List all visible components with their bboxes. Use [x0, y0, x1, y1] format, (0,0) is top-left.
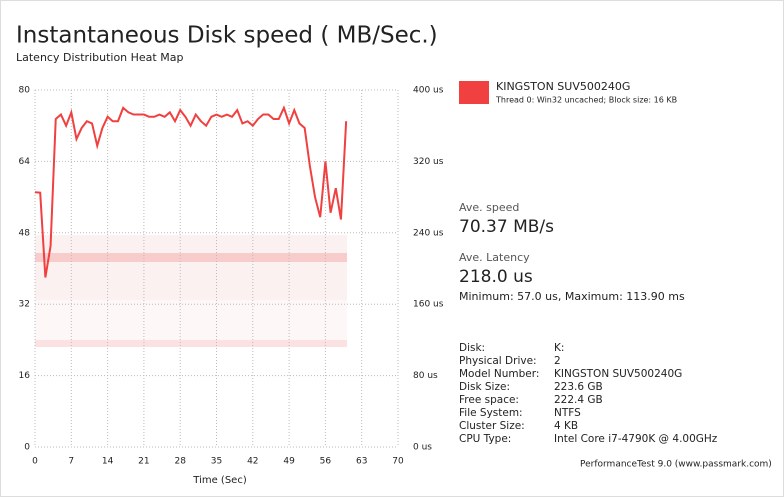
x-tick-label: 63: [356, 457, 367, 467]
y2-tick-label: 240 us: [413, 228, 444, 238]
x-axis-label: Time (Sec): [192, 475, 247, 486]
info-value: 222.4 GB: [554, 394, 603, 406]
latency-value: 218.0 us: [459, 267, 533, 287]
chart-subtitle: Latency Distribution Heat Map: [16, 51, 183, 64]
info-value: 4 KB: [554, 420, 578, 432]
y-tick-label: 64: [19, 157, 31, 167]
y2-tick-label: 80 us: [413, 371, 438, 381]
y2-tick-label: 160 us: [413, 300, 444, 310]
y-tick-label: 0: [24, 443, 30, 453]
y-tick-label: 16: [19, 371, 31, 381]
info-label: File System:: [459, 407, 523, 419]
info-value: K:: [554, 342, 564, 354]
y-tick-label: 80: [19, 86, 31, 96]
y-tick-label: 48: [19, 228, 31, 238]
x-tick-label: 35: [211, 457, 222, 467]
chart-title: Instantaneous Disk speed ( MB/Sec.): [16, 23, 438, 49]
speed-label: Ave. speed: [459, 201, 519, 214]
x-tick-label: 0: [32, 457, 38, 467]
info-value: Intel Core i7-4790K @ 4.00GHz: [554, 433, 718, 445]
y2-tick-label: 320 us: [413, 157, 444, 167]
info-value: 223.6 GB: [554, 381, 603, 393]
x-tick-label: 42: [247, 457, 258, 467]
info-label: Disk:: [459, 342, 485, 354]
x-tick-label: 70: [392, 457, 404, 467]
info-label: Cluster Size:: [459, 420, 525, 432]
info-label: CPU Type:: [459, 433, 511, 445]
y2-tick-label: 400 us: [413, 86, 444, 96]
heat-map: [35, 235, 347, 347]
info-label: Model Number:: [459, 368, 539, 380]
x-tick-label: 56: [320, 457, 332, 467]
footer: PerformanceTest 9.0 (www.passmark.com): [580, 460, 772, 470]
line-series: [34, 105, 348, 278]
legend-note: Thread 0: Win32 uncached; Block size: 16…: [495, 96, 677, 105]
x-tick-label: 21: [138, 457, 149, 467]
legend-entry: KINGSTON SUV500240G: [496, 80, 630, 93]
info-label: Free space:: [459, 394, 519, 406]
x-tick-label: 14: [102, 457, 114, 467]
info-value: NTFS: [554, 407, 581, 419]
x-tick-label: 7: [68, 457, 74, 467]
min-max: Minimum: 57.0 us, Maximum: 113.90 ms: [459, 290, 685, 303]
info-value: 2: [554, 355, 561, 367]
info-value: KINGSTON SUV500240G: [554, 368, 682, 380]
y-tick-label: 32: [19, 300, 30, 310]
legend-swatch: [459, 81, 489, 104]
latency-label: Ave. Latency: [459, 251, 530, 264]
speed-value: 70.37 MB/s: [459, 217, 554, 237]
info-label: Physical Drive:: [459, 355, 537, 367]
x-tick-label: 49: [283, 457, 295, 467]
x-tick-label: 28: [174, 457, 186, 467]
info-label: Disk Size:: [459, 381, 510, 393]
y2-tick-label: 0 us: [413, 443, 432, 453]
